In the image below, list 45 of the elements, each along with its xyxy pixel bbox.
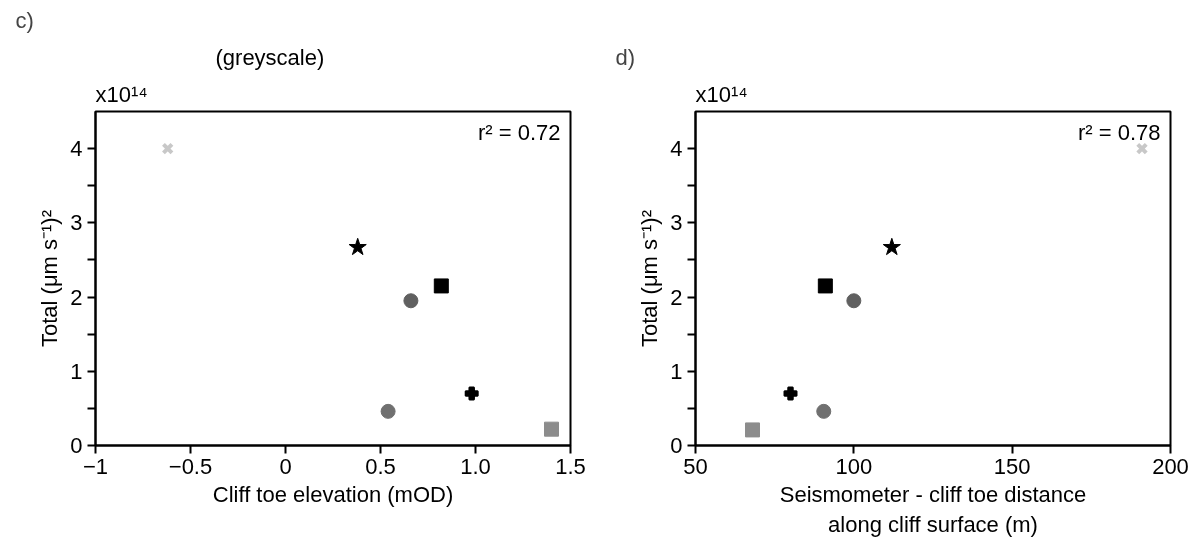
y-tick-label: 4 [670,136,683,162]
x-tick-label: 50 [683,453,708,479]
y-tick-label: 1 [70,358,83,384]
point [783,386,798,401]
x-tick-label: −0.5 [168,453,213,479]
point [846,293,862,309]
point [464,386,479,401]
point [882,237,901,256]
point [1135,142,1149,155]
x-tick-label: 0.5 [365,453,396,479]
x-tick-label: 0 [279,453,292,479]
y-tick-label: 2 [670,284,683,310]
y-tick-label: 0 [670,433,683,458]
x-tick-label: 150 [993,453,1031,479]
x-tick-label: −1 [82,453,109,479]
point [403,293,419,309]
point [745,422,760,438]
point [544,421,559,437]
annotation: r² = 0.78 [1077,119,1161,145]
x-axis-title: Seismometer - cliff toe distance along cliff surface (m) [779,481,1087,537]
y-tick-label: 0 [70,433,83,458]
chart-title: d) [615,44,636,70]
text: x10¹⁴ [95,81,148,107]
y-tick-label: 3 [70,210,83,236]
y-tick-label: 2 [70,284,83,310]
y-axis-title: Total (μm s⁻¹)² [37,209,63,347]
y-tick-label: 1 [670,358,683,384]
y-axis-title: Total (μm s⁻¹)² [637,209,663,347]
y-tick-label: 4 [70,136,83,162]
text: (greyscale) [215,44,325,70]
text: x10¹⁴ [695,81,748,107]
point [433,278,449,294]
point [161,142,174,155]
x-axis-title: Cliff toe elevation (mOD) [212,481,454,507]
y-tick-label: 3 [670,210,683,236]
annotation: r² = 0.72 [477,119,561,145]
point [816,403,832,419]
x-tick-label: 100 [835,453,873,479]
point [348,237,367,256]
point [380,403,396,419]
x-tick-label: 200 [1152,453,1189,479]
x-tick-label: 1.5 [555,453,586,479]
point [817,278,833,294]
chart-title: c) [15,7,34,33]
x-tick-label: 1.0 [460,453,491,479]
